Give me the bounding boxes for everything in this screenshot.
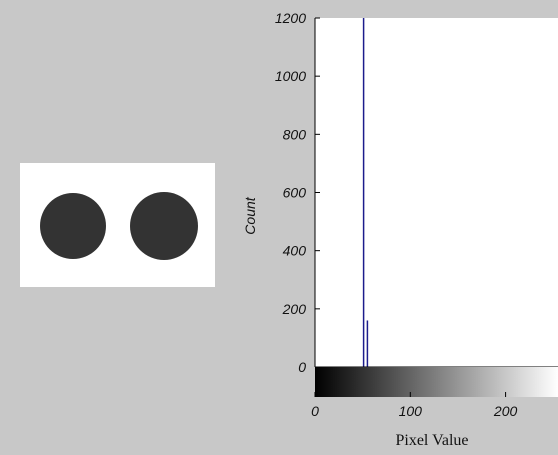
y-tick-label: 600 xyxy=(283,185,307,201)
x-tick-label: 200 xyxy=(493,403,518,419)
x-tick-label: 0 xyxy=(311,403,319,419)
histogram-bars xyxy=(362,18,369,367)
y-tick-label: 1200 xyxy=(275,10,306,26)
y-tick-label: 400 xyxy=(283,243,307,259)
x-tick-label: 100 xyxy=(399,403,423,419)
y-tick-label: 200 xyxy=(282,301,307,317)
binary-image xyxy=(20,163,215,287)
y-tick-label: 800 xyxy=(283,126,307,142)
y-axis-ticks: 0 200 400 600 800 1000 1200 xyxy=(275,10,320,375)
right-blob xyxy=(130,192,198,260)
plot-area xyxy=(315,18,558,367)
y-tick-label: 0 xyxy=(298,359,306,375)
grayscale-colorbar xyxy=(315,367,558,397)
left-blob xyxy=(40,193,106,259)
x-axis-title: Pixel Value xyxy=(395,432,468,449)
y-tick-label: 1000 xyxy=(275,68,306,84)
binary-image-panel xyxy=(20,163,215,287)
x-axis-ticks: 0 100 200 xyxy=(311,392,517,419)
y-axis-title: Count xyxy=(242,196,258,234)
